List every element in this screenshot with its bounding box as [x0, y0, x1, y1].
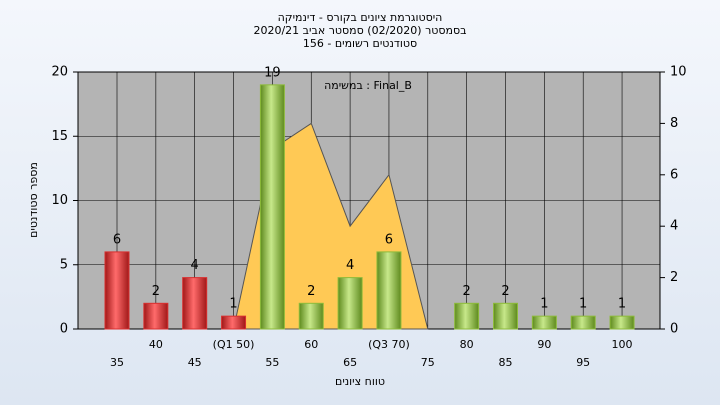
bar — [609, 315, 635, 330]
chart-title: היסטוגרמת ציונים בקורס - דינמיקה — [278, 11, 443, 24]
y-axis-label: מספר סטודנטים — [27, 162, 40, 238]
x-tick-label: (Q3 70) — [368, 338, 410, 351]
bar — [531, 315, 557, 330]
x-tick-label: (Q1 50) — [213, 338, 255, 351]
y-tick-label: 20 — [51, 65, 68, 80]
x-tick-label: 45 — [188, 356, 202, 369]
bar — [493, 302, 518, 330]
y-tick-label: 5 — [60, 257, 68, 272]
value-label: 4 — [346, 258, 354, 273]
y-tick-label: 15 — [51, 129, 68, 144]
bar — [143, 302, 169, 330]
value-label: 1 — [229, 297, 237, 312]
value-label: 1 — [618, 297, 626, 312]
value-label: 2 — [307, 284, 315, 299]
x-axis-label: טווח ציונים — [335, 375, 385, 388]
x-tick-label: 85 — [499, 356, 513, 369]
value-label: 2 — [152, 284, 160, 299]
bar — [376, 251, 402, 330]
x-tick-label: 55 — [265, 356, 279, 369]
bar — [259, 84, 285, 330]
bar — [221, 315, 247, 330]
value-label: 1 — [579, 297, 587, 312]
value-label: 6 — [385, 232, 393, 247]
chart-subtitle: בסמסטר (02/2020) סמסטר אביב 2020/21 — [253, 24, 466, 37]
annotation: במשימה : Final_B — [324, 79, 412, 92]
y2-tick-label: 0 — [670, 322, 678, 337]
x-tick-label: 100 — [612, 338, 633, 351]
value-label: 4 — [191, 258, 199, 273]
x-tick-label: 90 — [537, 338, 551, 351]
bar — [104, 251, 130, 330]
x-tick-label: 35 — [110, 356, 124, 369]
x-tick-label: 40 — [149, 338, 163, 351]
x-tick-label: 75 — [421, 356, 435, 369]
chart-subtitle: סטודנטים רשומים - 156 — [303, 37, 417, 50]
y2-tick-label: 2 — [670, 270, 678, 285]
y-tick-label: 0 — [60, 322, 68, 337]
bar — [182, 277, 208, 330]
y2-tick-label: 6 — [670, 167, 678, 182]
value-label: 1 — [540, 297, 548, 312]
value-label: 2 — [501, 284, 509, 299]
bar — [454, 302, 480, 330]
bar — [570, 315, 596, 330]
x-tick-label: 60 — [304, 338, 318, 351]
x-tick-label: 65 — [343, 356, 357, 369]
y2-tick-label: 4 — [670, 219, 678, 234]
y2-tick-label: 10 — [670, 65, 687, 80]
bar — [298, 302, 324, 330]
x-tick-label: 95 — [576, 356, 590, 369]
x-tick-label: 80 — [460, 338, 474, 351]
y2-tick-label: 8 — [670, 116, 678, 131]
value-label: 6 — [113, 232, 121, 247]
bar — [337, 277, 363, 330]
y-tick-label: 10 — [51, 193, 68, 208]
value-label: 19 — [264, 65, 281, 80]
value-label: 2 — [463, 284, 471, 299]
